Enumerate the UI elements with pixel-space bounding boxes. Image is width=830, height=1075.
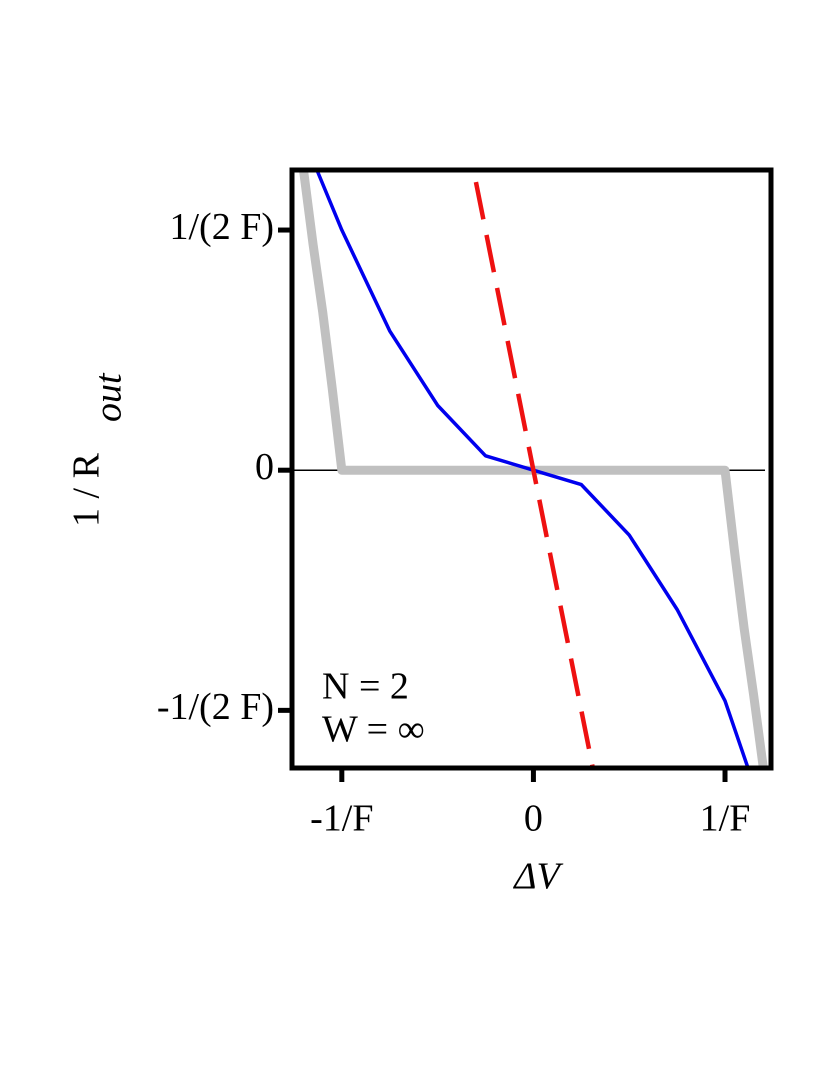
x-tick-label: 0 (524, 798, 543, 840)
x-axis-label: ΔV (512, 856, 563, 898)
y-axis-label-sub: out (88, 372, 130, 422)
y-axis-label: 1 / R out (66, 372, 130, 527)
plot (292, 169, 768, 769)
y-tick-label: 1/(2 F) (170, 206, 275, 248)
y-tick-label: -1/(2 F) (157, 686, 274, 728)
x-tick-label: 1/F (700, 798, 751, 840)
x-tick-label: -1/F (310, 798, 373, 840)
series-line (473, 181, 596, 769)
annotation: N = 2 (322, 666, 409, 708)
y-axis-label-text: 1 / R (66, 452, 108, 527)
annotation: W = ∞ (322, 709, 425, 751)
y-tick-label: 0 (255, 446, 274, 488)
